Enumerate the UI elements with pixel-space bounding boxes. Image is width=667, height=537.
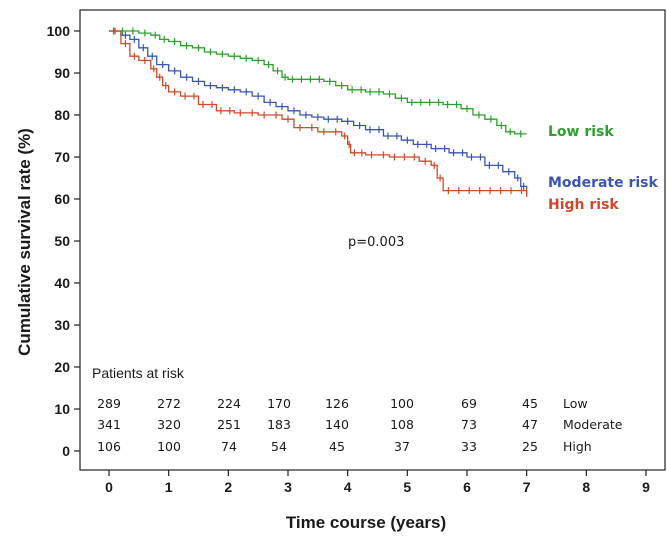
x-tick-label: 2 [224, 479, 232, 495]
moderate-risk-curve [109, 30, 528, 189]
y-tick-label: 0 [62, 443, 70, 459]
x-axis-title: Time course (years) [286, 513, 446, 532]
risk-count-low: 289 [97, 396, 121, 411]
y-tick-label: 20 [54, 359, 70, 375]
risk-count-low: 126 [325, 396, 349, 411]
high-risk-label: High risk [548, 197, 619, 213]
x-tick-label: 1 [165, 479, 173, 495]
y-tick-label: 100 [47, 23, 71, 39]
risk-count-low: 224 [217, 396, 241, 411]
x-tick-label: 5 [403, 479, 411, 495]
y-tick-label: 70 [54, 149, 70, 165]
risk-table-header: Patients at risk [92, 365, 185, 381]
risk-row-label-low: Low [563, 396, 588, 411]
risk-count-high: 25 [522, 439, 538, 454]
y-tick-label: 90 [54, 65, 70, 81]
risk-count-high: 54 [271, 439, 287, 454]
x-tick-label: 0 [105, 479, 113, 495]
low-risk-label: Low risk [548, 124, 614, 140]
y-tick-label: 10 [54, 401, 70, 417]
risk-count-high: 37 [394, 439, 410, 454]
risk-count-moderate: 341 [97, 417, 121, 432]
high-risk-curve [109, 30, 528, 197]
plot-border [79, 9, 666, 471]
x-tick-label: 3 [284, 479, 292, 495]
y-tick-label: 40 [54, 275, 70, 291]
risk-count-moderate: 73 [461, 417, 477, 432]
p-value-annotation: p=0.003 [348, 235, 404, 250]
risk-count-low: 272 [157, 396, 181, 411]
plot-frame [79, 9, 666, 471]
y-tick-label: 80 [54, 107, 70, 123]
risk-count-high: 106 [97, 439, 121, 454]
risk-count-moderate: 251 [217, 417, 241, 432]
y-tick-label: 50 [54, 233, 70, 249]
risk-count-moderate: 320 [157, 417, 181, 432]
risk-row-label-moderate: Moderate [563, 417, 623, 432]
risk-count-low: 45 [522, 396, 538, 411]
x-tick-label: 8 [582, 479, 590, 495]
risk-count-low: 170 [267, 396, 291, 411]
survival-curves [109, 27, 528, 197]
risk-row-label-high: High [563, 439, 592, 454]
x-tick-label: 7 [523, 479, 531, 495]
risk-count-high: 100 [157, 439, 181, 454]
risk-table: Patients at risk 289 272 224 170 126 100 69 45 Lo… [92, 365, 623, 454]
high-risk-censor-marks [114, 27, 528, 195]
y-tick-label: 60 [54, 191, 70, 207]
low-risk-censor-marks [112, 27, 522, 138]
risk-count-moderate: 108 [390, 417, 414, 432]
risk-count-low: 69 [461, 396, 477, 411]
y-axis-title: Cumulative survival rate (%) [15, 128, 34, 356]
x-tick-label: 4 [344, 479, 352, 495]
x-tick-label: 9 [642, 479, 650, 495]
risk-count-moderate: 47 [522, 417, 538, 432]
x-tick-label: 6 [463, 479, 471, 495]
risk-count-high: 74 [221, 439, 237, 454]
risk-count-high: 33 [461, 439, 477, 454]
moderate-risk-censor-marks [114, 27, 525, 190]
risk-count-high: 45 [329, 439, 345, 454]
risk-count-moderate: 183 [267, 417, 291, 432]
moderate-risk-label: Moderate risk [548, 175, 659, 191]
y-tick-label: 30 [54, 317, 70, 333]
low-risk-curve [109, 30, 527, 135]
risk-count-low: 100 [390, 396, 414, 411]
series-labels: Low risk Moderate risk High risk [548, 124, 659, 213]
risk-count-moderate: 140 [325, 417, 349, 432]
